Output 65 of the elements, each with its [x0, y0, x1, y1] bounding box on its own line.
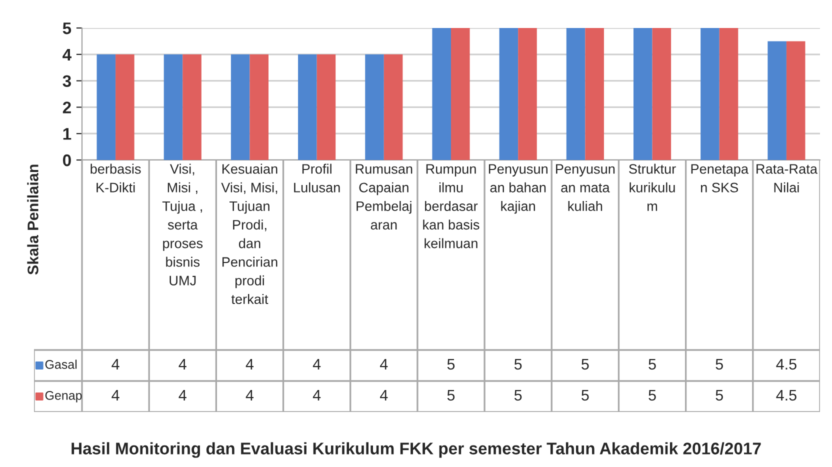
data-label: 5 — [582, 390, 589, 401]
y-tick-label: 0 — [62, 154, 71, 166]
x-tick-label: Rata-Rata Nilai — [756, 164, 818, 192]
bar — [365, 54, 384, 160]
data-label: 5 — [716, 390, 723, 401]
data-label: 4 — [178, 358, 186, 370]
x-tick-label: Rumpun ilmu berdasar kan basis keilmuan — [423, 164, 480, 248]
bar — [633, 28, 652, 160]
data-label: 5 — [447, 358, 455, 370]
data-label: 5 — [648, 390, 656, 401]
bar — [566, 28, 586, 160]
bar — [298, 54, 317, 160]
y-tick-label: 3 — [62, 75, 71, 88]
bar — [432, 28, 451, 160]
x-tick-label: Penyusun an bahan kajian — [488, 164, 548, 214]
bar — [518, 28, 537, 160]
bar — [182, 54, 202, 160]
bar — [700, 28, 720, 160]
bar — [652, 28, 672, 160]
bar — [164, 54, 183, 160]
data-label: 5 — [447, 390, 455, 401]
bar — [230, 54, 250, 160]
bar — [250, 54, 269, 160]
data-label: 4.5 — [776, 358, 796, 370]
data-label: 4 — [312, 358, 321, 370]
data-label: 4 — [312, 390, 321, 400]
bar — [585, 28, 604, 160]
x-tick-label: Kesuaian Visi, Misi, Tujuan Prodi, dan Pencirian prodi terkait — [221, 164, 278, 304]
bar — [116, 54, 134, 160]
bar — [786, 41, 806, 160]
text: Hasil Monitoring dan Evaluasi Kurikulum FKK per semester Tahun Akademik 2016/2017 — [72, 442, 761, 458]
bar — [719, 28, 738, 160]
x-tick-label: Visi, Misi , Tujua , serta proses bisnis UMJ — [162, 164, 203, 286]
legend-label: Gasal — [45, 360, 77, 369]
y-tick-label: 4 — [62, 48, 72, 60]
data-label: 4 — [112, 390, 120, 400]
y-axis-title: Skala Penilaian — [27, 164, 38, 275]
y-tick-label: 5 — [62, 22, 72, 34]
data-label: 5 — [514, 358, 522, 370]
bar — [499, 28, 518, 160]
data-label: 5 — [648, 358, 656, 370]
data-label: 5 — [716, 358, 723, 370]
data-label: 5 — [582, 358, 589, 370]
y-tick-label: 2 — [62, 102, 71, 114]
x-tick-label: Penetapa n SKS — [691, 164, 749, 192]
data-label: 4 — [112, 358, 120, 370]
bar — [96, 54, 116, 160]
data-label: 4 — [178, 390, 186, 400]
x-tick-label: berbasis K-Dikti — [90, 164, 141, 192]
data-label: 4 — [380, 358, 388, 370]
y-tick-label: 1 — [63, 128, 72, 140]
data-label: 4 — [246, 390, 254, 400]
data-label: 4 — [246, 358, 254, 370]
bar — [316, 54, 336, 160]
bar — [768, 41, 786, 160]
x-tick-label: Rumusan Capaian Pembelaj aran — [356, 164, 412, 230]
data-label: 4.5 — [776, 390, 796, 401]
bar — [384, 54, 403, 160]
x-tick-label: Profil Lulusan — [294, 164, 340, 192]
legend-label: Genap — [45, 391, 82, 402]
data-label: 5 — [514, 390, 522, 401]
x-tick-label: Struktur kurikulu m — [629, 164, 676, 211]
x-tick-label: Penyusun an mata kuliah — [556, 164, 615, 211]
data-label: 4 — [380, 390, 388, 400]
bar — [451, 28, 470, 160]
